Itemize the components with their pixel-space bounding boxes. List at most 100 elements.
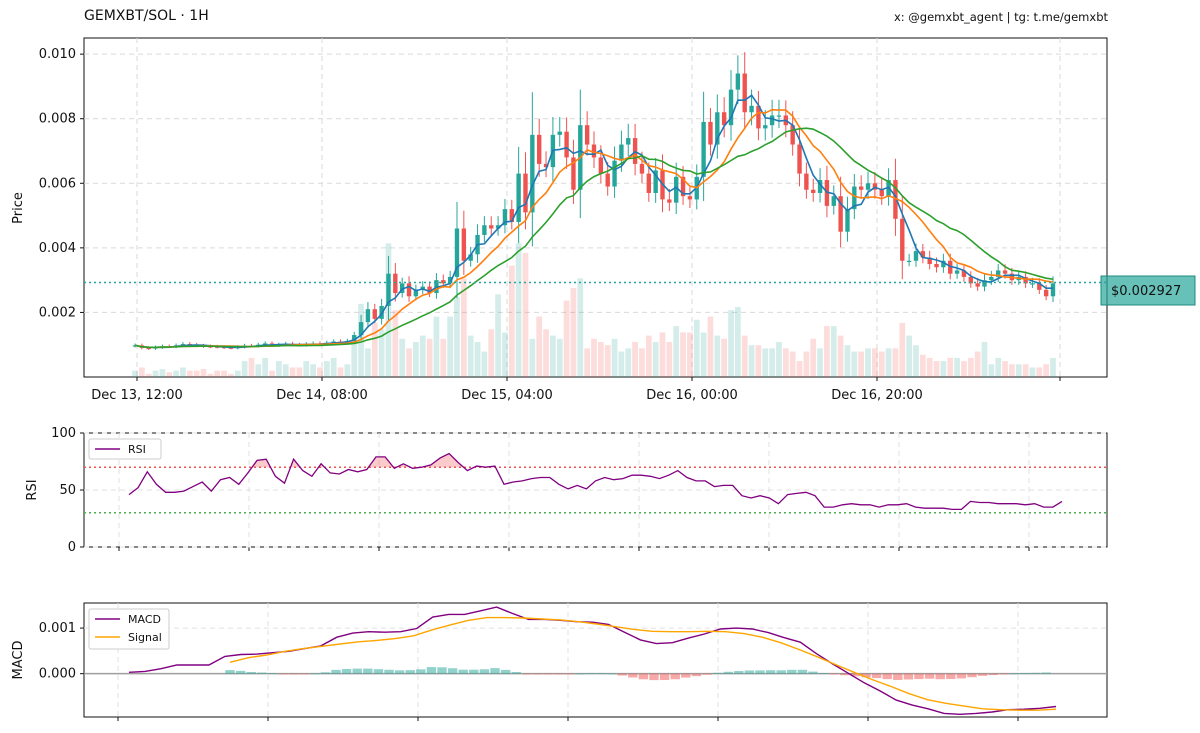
- candle-body: [358, 322, 364, 336]
- volume-bar: [933, 361, 940, 377]
- volume-bar: [200, 369, 207, 377]
- candle-body: [365, 309, 371, 323]
- macd-histogram-bar: [734, 671, 744, 674]
- candle-body: [708, 121, 713, 145]
- rsi-legend-box: [88, 438, 162, 460]
- candle-body: [776, 115, 782, 117]
- candle-body: [721, 112, 727, 126]
- candle-body: [701, 121, 706, 177]
- macd-histogram-bar: [469, 669, 479, 674]
- volume-bar: [214, 370, 221, 377]
- volume-bar: [1050, 357, 1056, 377]
- volume-bar: [474, 342, 481, 377]
- candle-body: [626, 138, 631, 145]
- volume-bar: [344, 364, 351, 377]
- macd-histogram-bar: [797, 669, 808, 674]
- rsi-ytick-label: 50: [59, 483, 76, 498]
- volume-bar: [625, 348, 632, 377]
- candle-body: [612, 160, 617, 187]
- volume-bar: [591, 338, 597, 377]
- volume-bar: [919, 354, 926, 377]
- price-ytick-label: 0.010: [39, 47, 76, 62]
- rsi-overbought-fill: [257, 459, 267, 468]
- volume-bar: [680, 332, 686, 377]
- volume-bar: [543, 329, 549, 377]
- candle-body: [920, 251, 926, 258]
- volume-bar: [789, 351, 796, 377]
- price-ytick-label: 0.002: [39, 305, 76, 320]
- volume-bar: [481, 351, 488, 377]
- volume-bar: [570, 287, 577, 377]
- macd-histogram-bar: [893, 673, 903, 680]
- volume-bar: [659, 332, 666, 377]
- macd-histogram-bar: [829, 673, 839, 675]
- candle-body: [571, 157, 576, 190]
- volume-bar: [906, 335, 913, 377]
- volume-bar: [502, 332, 508, 377]
- volume-bar: [1043, 364, 1050, 377]
- macd-panel: 0.000 0.001: [39, 603, 1107, 721]
- macd-histogram-bar: [850, 673, 861, 677]
- volume-bar: [269, 370, 275, 377]
- candle-body: [674, 176, 679, 203]
- candle-body: [180, 344, 186, 346]
- volume-bar: [522, 252, 529, 377]
- candle-body: [146, 347, 151, 350]
- volume-bar: [714, 335, 721, 377]
- volume-bar: [940, 361, 947, 377]
- volume-bar: [262, 357, 269, 377]
- volume-bar: [241, 361, 248, 377]
- candle-body: [996, 270, 1001, 277]
- volume-bar: [426, 338, 433, 377]
- candle-body: [941, 260, 946, 268]
- macd-histogram-bar: [903, 673, 914, 680]
- price-xtick-label: Dec 16, 00:00: [646, 388, 738, 403]
- volume-bar: [440, 338, 447, 377]
- candle-body: [393, 273, 398, 294]
- volume-bar: [248, 357, 255, 377]
- volume-bar: [255, 364, 262, 377]
- macd-histogram-bar: [543, 673, 553, 675]
- candle-body: [804, 173, 809, 190]
- volume-bar: [700, 332, 707, 377]
- volume-bar: [460, 278, 467, 377]
- rsi-overbought-fill: [449, 453, 459, 468]
- volume-bar: [159, 369, 166, 377]
- macd-histogram-bar: [681, 673, 691, 678]
- volume-bar: [632, 342, 638, 377]
- candle-body: [646, 173, 651, 193]
- candle-body: [639, 163, 645, 174]
- volume-bar: [796, 361, 803, 377]
- macd-histogram-bar: [553, 673, 564, 675]
- volume-bar: [878, 351, 885, 377]
- volume-bar: [323, 361, 330, 377]
- macd-histogram-bar: [437, 667, 447, 674]
- volume-bar: [652, 342, 659, 377]
- macd-histogram-bar: [585, 673, 596, 674]
- macd-histogram-bar: [765, 670, 776, 674]
- volume-bar: [419, 335, 426, 377]
- candle-body: [619, 144, 624, 161]
- volume-bar: [597, 342, 604, 377]
- candle-body: [509, 209, 514, 223]
- volume-bar: [173, 370, 179, 377]
- volume-bars: [132, 243, 1056, 377]
- volume-bar: [741, 335, 748, 377]
- macd-histogram-bar: [956, 673, 967, 679]
- macd-histogram-bar: [341, 668, 352, 674]
- price-xtick-label: Dec 16, 20:00: [831, 388, 923, 403]
- volume-bar: [138, 367, 145, 377]
- volume-bar: [275, 361, 282, 377]
- price-axis: 0.002 0.004 0.006 0.008 0.010 Dec 13, 12:00 De…: [39, 47, 1107, 403]
- candle-body: [975, 283, 980, 287]
- candle-body: [893, 180, 898, 219]
- volume-bar: [550, 335, 556, 377]
- volume-bar: [330, 357, 337, 377]
- macd-histogram-bar: [999, 673, 1009, 675]
- volume-bar: [645, 335, 652, 377]
- candle-body: [543, 163, 549, 168]
- macd-histogram-bar: [1041, 672, 1051, 674]
- candle-body: [427, 286, 432, 294]
- candle-body: [1030, 283, 1035, 285]
- candle-body: [653, 170, 658, 193]
